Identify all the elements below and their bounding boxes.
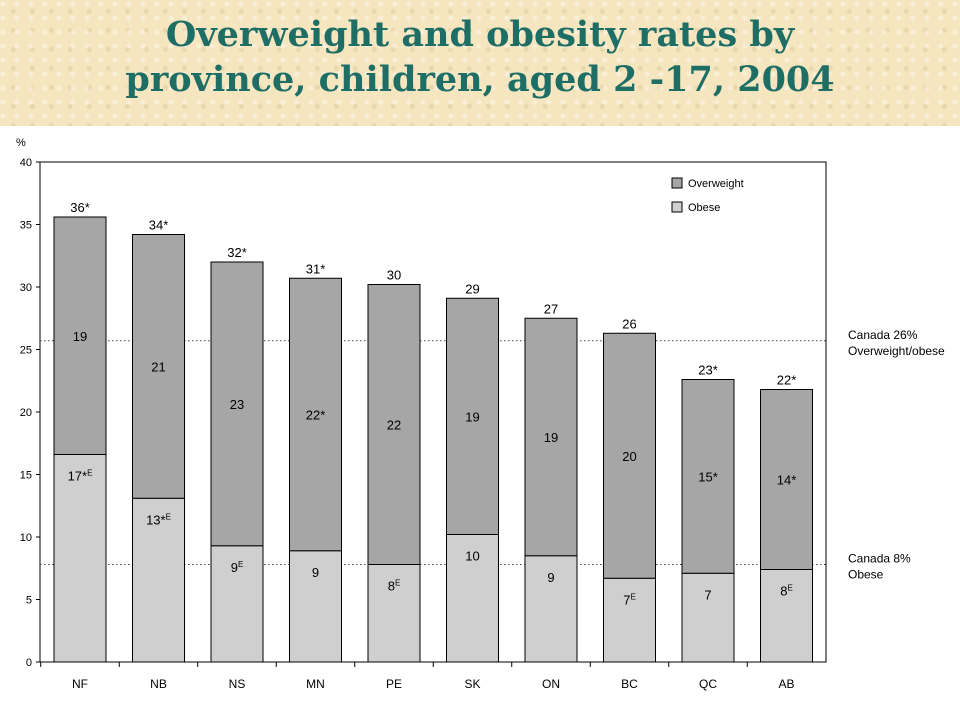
- data-label-obese: 9: [312, 565, 319, 580]
- y-axis-label: %: [16, 137, 26, 149]
- page-title: Overweight and obesity rates by province…: [0, 12, 960, 102]
- data-label-total: 34*: [149, 218, 169, 233]
- data-label-total: 32*: [227, 245, 247, 260]
- data-label-overweight: 23: [230, 397, 244, 412]
- page-title-line2: province, children, aged 2 -17, 2004: [125, 59, 835, 100]
- y-tick-label: 25: [20, 345, 32, 357]
- x-tick-label: MN: [306, 677, 325, 691]
- bar-overweight: [603, 332, 656, 579]
- y-tick-label: 10: [20, 532, 32, 544]
- reference-label: Canada 8%: [848, 552, 911, 566]
- bar-obese: [760, 569, 813, 663]
- bar-overweight: [681, 379, 735, 574]
- data-label-total: 30: [387, 268, 401, 283]
- legend-label: Obese: [688, 202, 720, 214]
- y-tick-label: 20: [20, 407, 32, 419]
- reference-lines: Canada 26% Overweight/obese Canada 8% Obese: [40, 328, 945, 582]
- bar-overweight: [446, 297, 499, 535]
- bar-obese: [524, 555, 578, 663]
- data-label-total: 36*: [70, 200, 90, 215]
- bar-overweight: [53, 216, 107, 455]
- stacked-bar-chart: % 0 5 10 15 20 25 30 35 40 Canada 26% Overweight/…: [16, 137, 945, 691]
- y-tick-label: 40: [20, 157, 32, 169]
- data-label-overweight: 15*: [698, 469, 718, 484]
- x-tick-label: NS: [229, 677, 246, 691]
- data-label-total: 29: [465, 281, 479, 296]
- legend: Overweight Obese: [671, 177, 744, 214]
- data-label-obese: 13*E: [146, 512, 171, 527]
- x-tick-label: ON: [542, 677, 560, 691]
- data-label-obese: 17*E: [68, 469, 93, 484]
- y-tick-label: 15: [20, 470, 32, 482]
- data-label-overweight: 21: [151, 359, 165, 374]
- data-label-obese: 9: [547, 570, 554, 585]
- x-tick-label: SK: [464, 677, 480, 691]
- data-label-overweight: 22*: [306, 408, 326, 423]
- bar-obese: [132, 497, 185, 663]
- data-label-overweight: 19: [465, 409, 479, 424]
- y-tick-label: 0: [26, 657, 32, 669]
- bar-obese: [603, 577, 656, 663]
- bar-obese: [681, 572, 735, 663]
- bar-overweight: [524, 317, 578, 557]
- x-tick-label: NF: [72, 677, 88, 691]
- bar-obese: [446, 534, 499, 663]
- x-tick-label: QC: [699, 677, 717, 691]
- data-label-obese: 7: [704, 587, 711, 602]
- data-label-total: 27: [544, 301, 558, 316]
- x-axis: NF NB NS MN PE SK ON BC QC AB: [40, 662, 795, 691]
- bar-obese: [210, 545, 264, 663]
- y-axis: 0 5 10 15 20 25 30 35 40: [20, 157, 40, 669]
- bar-obese: [289, 550, 342, 663]
- bar-overweight: [289, 277, 342, 552]
- bar-overweight: [367, 284, 421, 565]
- reference-label: Overweight/obese: [848, 344, 945, 358]
- data-label-overweight: 20: [622, 449, 636, 464]
- x-tick-label: NB: [150, 677, 167, 691]
- bar-overweight: [210, 261, 264, 547]
- bar-series: 17*E1936*13*E2134*9E2332*922*31*8E223010…: [53, 200, 813, 663]
- data-label-total: 26: [622, 316, 636, 331]
- y-tick-label: 35: [20, 220, 32, 232]
- reference-label: Obese: [848, 568, 884, 582]
- legend-swatch: [671, 201, 683, 213]
- bar-obese: [53, 454, 107, 663]
- y-tick-label: 30: [20, 282, 32, 294]
- reference-label: Canada 26%: [848, 328, 918, 342]
- data-label-overweight: 22: [387, 418, 401, 433]
- legend-swatch: [671, 177, 683, 189]
- legend-label: Overweight: [688, 178, 744, 190]
- y-tick-label: 5: [26, 595, 32, 607]
- bar-overweight: [760, 389, 813, 570]
- x-tick-label: BC: [621, 677, 638, 691]
- title-banner: Overweight and obesity rates by province…: [0, 0, 960, 126]
- x-tick-label: AB: [778, 677, 794, 691]
- data-label-obese: 10: [465, 549, 479, 564]
- data-label-overweight: 14*: [777, 473, 797, 488]
- bar-overweight: [132, 234, 185, 499]
- data-label-total: 31*: [306, 261, 326, 276]
- data-label-total: 23*: [698, 363, 718, 378]
- x-tick-label: PE: [386, 677, 402, 691]
- bar-obese: [367, 564, 421, 663]
- data-label-overweight: 19: [544, 430, 558, 445]
- data-label-overweight: 19: [73, 329, 87, 344]
- data-label-total: 22*: [777, 373, 797, 388]
- page-title-line1: Overweight and obesity rates by: [165, 14, 795, 55]
